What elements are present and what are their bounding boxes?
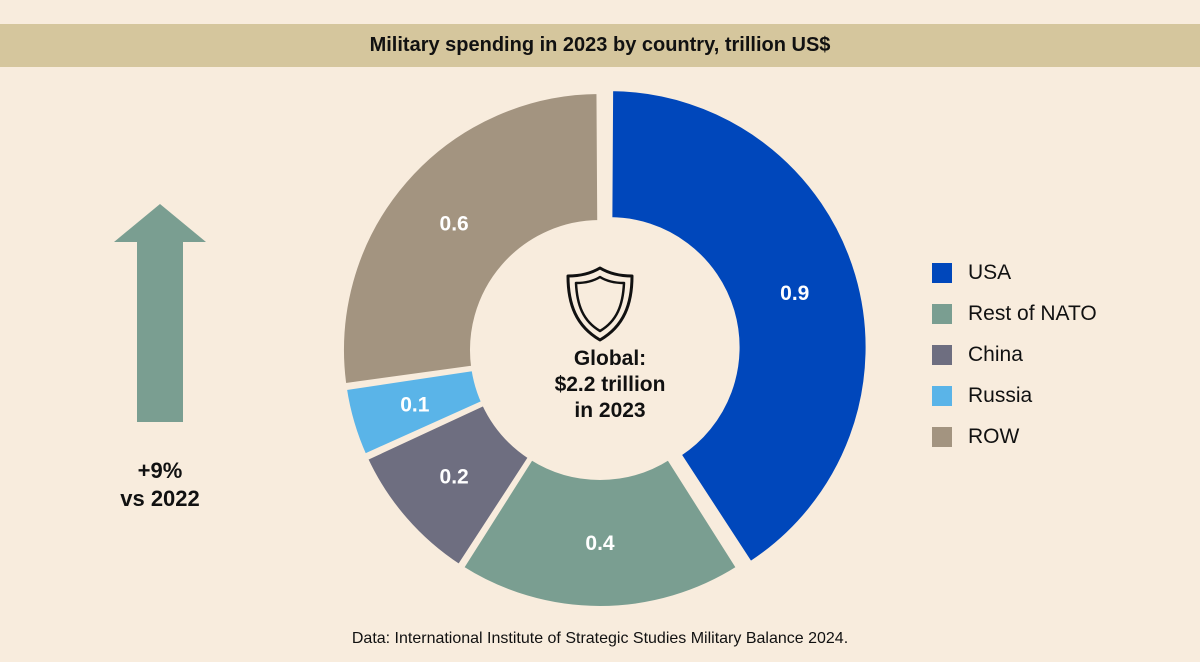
center-total-label: Global: $2.2 trillion in 2023 — [554, 347, 666, 422]
legend-item-china: China — [932, 334, 1172, 375]
slice-russia — [342, 366, 486, 459]
legend-item-rest-of-nato: Rest of NATO — [932, 293, 1172, 334]
change-label: +9% vs 2022 — [90, 457, 230, 513]
change-percent: +9% — [137, 458, 183, 483]
legend-swatch — [932, 344, 952, 365]
legend-label: China — [968, 342, 1023, 366]
source-note: Data: International Institute of Strateg… — [351, 630, 849, 647]
slice-row — [340, 89, 602, 388]
chart-title: Military spending in 2023 by country, tr… — [369, 34, 831, 56]
slice-usa — [608, 87, 870, 567]
slice-rest-of-nato — [459, 455, 741, 610]
legend-item-russia: Russia — [932, 375, 1172, 416]
legend-label: Russia — [968, 383, 1033, 407]
legend-swatch — [932, 385, 952, 406]
legend-item-row: ROW — [932, 416, 1172, 457]
slice-china — [363, 401, 533, 569]
slice-label-china: 0.2 — [440, 465, 469, 488]
slice-label-row: 0.6 — [440, 213, 469, 236]
slice-label-russia: 0.1 — [400, 393, 430, 416]
slice-label-usa: 0.9 — [780, 282, 809, 305]
legend-label: USA — [968, 260, 1012, 284]
donut-hole — [474, 224, 726, 476]
legend: USA Rest of NATO China Russia ROW — [932, 252, 1172, 457]
up-arrow-icon — [114, 204, 206, 422]
legend-swatch — [932, 303, 952, 324]
legend-swatch — [932, 426, 952, 447]
title-bar: Military spending in 2023 by country, tr… — [0, 24, 1200, 67]
legend-swatch — [932, 262, 952, 283]
change-period: vs 2022 — [120, 486, 200, 511]
donut-chart: 0.9 0.4 0.2 0.1 0.6 — [340, 87, 870, 610]
slice-label-rest-of-nato: 0.4 — [585, 532, 615, 555]
legend-label: Rest of NATO — [968, 301, 1097, 325]
legend-item-usa: USA — [932, 252, 1172, 293]
shield-icon — [566, 266, 634, 342]
legend-label: ROW — [968, 424, 1020, 448]
